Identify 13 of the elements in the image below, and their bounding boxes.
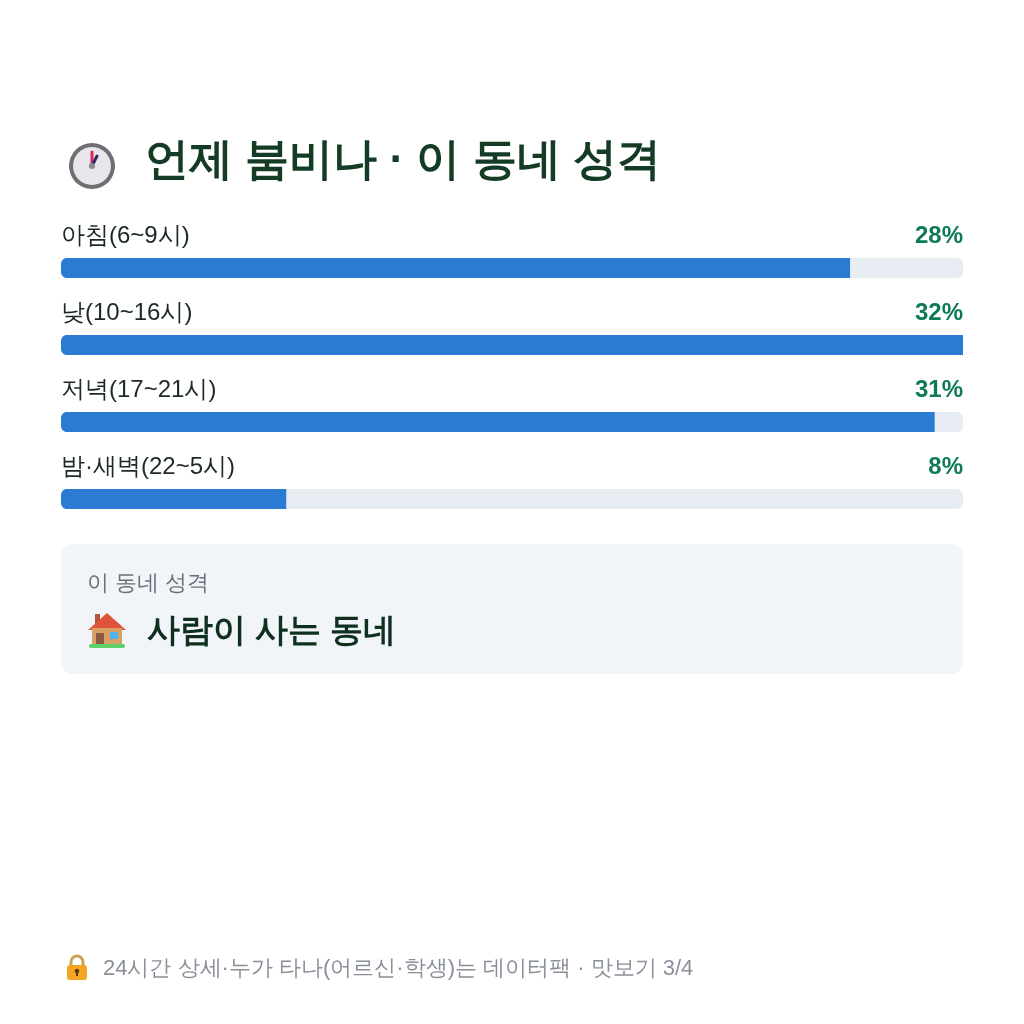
y-tick-label: 낮(10~16시)	[61, 298, 193, 325]
data-label: 8%	[928, 452, 963, 479]
text: 24시간 상세·누가 타나(어르신·학생)는 데이터팩 · 맛보기 3/4	[103, 954, 694, 982]
data-label: 28%	[914, 221, 963, 248]
data-label: 32%	[914, 298, 963, 325]
chart-title: 언제 붐비나 · 이 동네 성격	[145, 134, 661, 183]
text: 사람이 사는 동네	[147, 610, 397, 650]
data-label: 31%	[914, 375, 963, 402]
y-tick-label: 저녁(17~21시)	[61, 375, 217, 402]
bar	[61, 489, 287, 509]
y-tick-label: 밤·새벽(22~5시)	[61, 452, 236, 479]
text: 이 동네 성격	[87, 569, 210, 597]
y-tick-label: 아침(6~9시)	[61, 221, 190, 248]
